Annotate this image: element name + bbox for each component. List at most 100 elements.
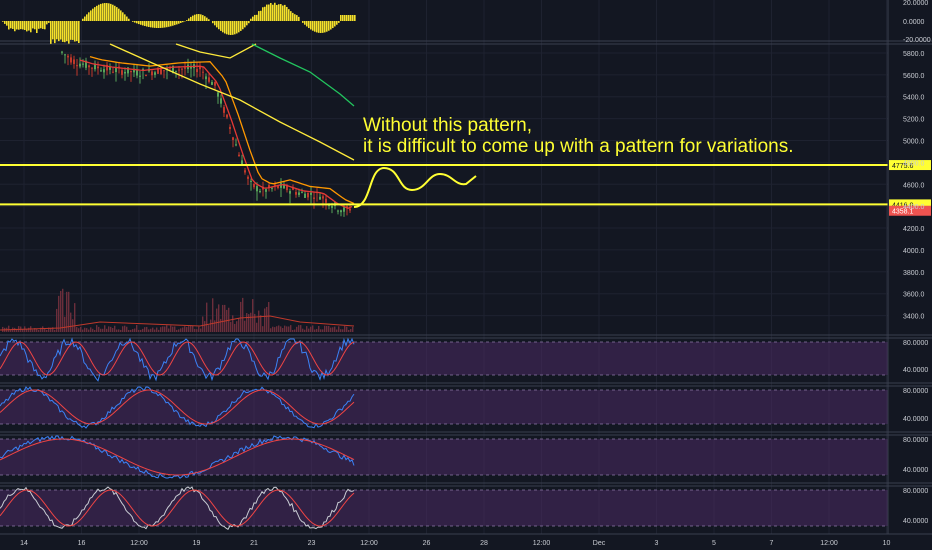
- candle-body: [265, 189, 267, 192]
- candle-body: [124, 71, 126, 74]
- histogram-bar: [30, 21, 32, 33]
- histogram-bar: [136, 21, 138, 24]
- histogram-bar: [68, 21, 70, 44]
- candle-body: [301, 191, 303, 193]
- volume-bar: [200, 328, 202, 332]
- horizontal-levels[interactable]: 4775.64416.04358.1: [0, 160, 931, 216]
- stoch-panel-fill-1: [0, 390, 888, 424]
- x-tick-15: 10: [883, 540, 891, 547]
- candle-body: [130, 70, 132, 73]
- stoch-d-line-1: [0, 389, 355, 425]
- histogram-bar: [220, 21, 222, 31]
- candle-body: [73, 59, 75, 64]
- candle-body: [226, 114, 228, 118]
- volume-bar: [298, 325, 300, 332]
- volume-bar: [110, 326, 112, 332]
- histogram-bar: [18, 21, 20, 30]
- candle-body: [112, 71, 114, 73]
- candle-body: [268, 185, 270, 189]
- candle-body: [205, 76, 207, 80]
- candle-body: [220, 98, 222, 104]
- price-tick-5: 4800.0: [903, 160, 925, 167]
- candle-body: [85, 60, 87, 68]
- histogram-bar: [264, 6, 266, 21]
- time-axis[interactable]: 14 16 12:00 19 21 23 12:00 26 28 12:00 Dec 3 5 7 12:00…: [0, 535, 932, 550]
- candle-body: [109, 66, 111, 70]
- price-axis[interactable]: 5800.0 5600.0 5400.0 5200.0 5000.0 4800.0 4600…: [887, 0, 931, 534]
- histogram-bar: [34, 21, 36, 30]
- osc-tick-1: 0.0000: [903, 19, 925, 26]
- histogram-bar: [212, 21, 214, 24]
- histogram-bar: [266, 4, 268, 21]
- stoch-tick-3-1: 40.0000: [903, 518, 928, 525]
- price-tick-11: 3600.0: [903, 292, 925, 299]
- histogram-bar: [154, 21, 156, 28]
- volume-bar: [100, 328, 102, 332]
- volume-bar: [346, 326, 348, 332]
- histogram-bar: [302, 21, 304, 23]
- volume-bar: [196, 329, 198, 332]
- histogram-bar: [348, 15, 350, 21]
- histogram-bar: [252, 16, 254, 21]
- histogram-bar: [236, 21, 238, 34]
- volume-bar: [332, 327, 334, 332]
- stochastic-panels: 80.0000 40.0000 80.0000 40.0000 80.0000 40.00…: [0, 337, 928, 531]
- volume-bar: [236, 321, 238, 332]
- histogram-bar: [316, 21, 318, 33]
- volume-bar: [174, 326, 176, 332]
- candle-body: [238, 154, 240, 157]
- candle-body: [157, 68, 159, 74]
- candle-body: [181, 68, 183, 70]
- level-label-0: 4775.6: [892, 163, 914, 170]
- histogram-bar: [278, 4, 280, 21]
- volume-bar: [34, 328, 36, 332]
- volume-bar: [140, 329, 142, 332]
- histogram-bar: [162, 21, 164, 28]
- histogram-bar: [262, 7, 264, 21]
- volume-bar: [258, 310, 260, 332]
- histogram-bar: [74, 21, 76, 42]
- histogram-bar: [290, 11, 292, 21]
- histogram-bar: [120, 10, 122, 21]
- histogram-bar: [294, 14, 296, 21]
- candle-body: [343, 207, 345, 212]
- histogram-bar: [230, 21, 232, 35]
- candle-body: [94, 63, 96, 70]
- projected-wave: [353, 166, 477, 208]
- histogram-bar: [194, 14, 196, 21]
- volume-bar: [288, 326, 290, 332]
- histogram-bar: [260, 10, 262, 21]
- histogram-bar: [100, 3, 102, 21]
- volume-bar: [106, 328, 108, 332]
- histogram-bar: [58, 21, 60, 42]
- price-series: [61, 43, 355, 217]
- histogram-bar: [116, 7, 118, 21]
- volume-bar: [294, 329, 296, 332]
- histogram-bar: [242, 21, 244, 30]
- histogram-bar: [346, 15, 348, 21]
- candle-body: [259, 191, 261, 193]
- stoch-d-line-2: [0, 438, 355, 476]
- histogram-bar: [180, 21, 182, 23]
- volume-bar: [342, 329, 344, 332]
- volume-bar: [242, 297, 244, 332]
- histogram-bar: [146, 21, 148, 27]
- x-tick-4: 21: [250, 540, 258, 547]
- histogram-bar: [156, 21, 158, 28]
- volume-bar: [278, 325, 280, 332]
- candle-body: [154, 72, 156, 75]
- volume-bar: [80, 326, 82, 332]
- histogram-bar: [62, 21, 64, 42]
- volume-bar: [184, 326, 186, 332]
- osc-tick-2: -20.0000: [903, 37, 931, 44]
- price-tick-8: 4200.0: [903, 226, 925, 233]
- level-label-bg-0: [889, 160, 931, 171]
- x-tick-5: 23: [308, 540, 316, 547]
- volume-bar: [116, 329, 118, 332]
- volume-bar: [132, 329, 134, 332]
- ma-fast-line: [79, 59, 353, 210]
- stoch-panel-fill-2: [0, 439, 888, 475]
- histogram-bar: [238, 21, 240, 33]
- candle-body: [190, 66, 192, 69]
